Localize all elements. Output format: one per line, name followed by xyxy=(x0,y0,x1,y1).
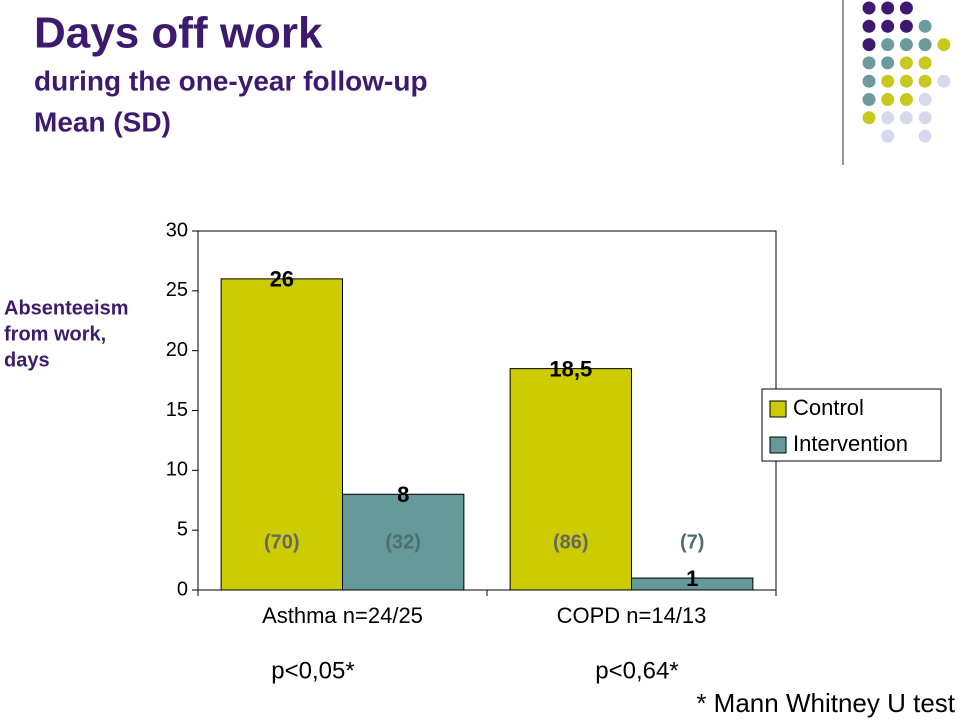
dot xyxy=(899,56,913,70)
sd-label: (32) xyxy=(385,531,421,553)
dot xyxy=(937,74,951,88)
data-label: 26 xyxy=(270,267,294,292)
x-tick-label: Asthma n=24/25 xyxy=(262,603,423,628)
bar xyxy=(509,368,632,591)
dot xyxy=(862,38,876,52)
dot xyxy=(918,38,932,52)
dot xyxy=(918,129,932,143)
dot xyxy=(918,74,932,88)
dot xyxy=(918,19,932,33)
dot xyxy=(881,56,895,70)
dot xyxy=(881,74,895,88)
dot xyxy=(881,1,895,15)
legend-swatch xyxy=(769,400,787,418)
y-tick-label: 25 xyxy=(166,279,188,301)
data-label: 1 xyxy=(686,566,698,591)
subtitle: during the one-year follow-up xyxy=(34,65,428,96)
dot xyxy=(862,1,876,15)
data-label: 8 xyxy=(397,482,409,507)
y-axis-label: days xyxy=(4,349,50,371)
sd-label: (70) xyxy=(264,531,300,553)
dot xyxy=(862,19,876,33)
dot xyxy=(918,56,932,70)
dot xyxy=(881,129,895,143)
decoration xyxy=(842,0,951,165)
dot xyxy=(862,56,876,70)
bar xyxy=(342,493,465,591)
y-tick-label: 20 xyxy=(166,339,188,361)
dot xyxy=(899,38,913,52)
chart-title: Days off work xyxy=(34,9,323,58)
dot xyxy=(881,38,895,52)
bar xyxy=(631,577,754,591)
dot xyxy=(937,38,951,52)
dot xyxy=(899,111,913,125)
dot xyxy=(881,111,895,125)
annotation: p<0,64* xyxy=(595,657,678,684)
y-tick-label: 15 xyxy=(166,399,188,421)
legend-label: Intervention xyxy=(793,431,908,456)
data-label: 18,5 xyxy=(549,356,592,381)
y-tick-label: 0 xyxy=(177,578,188,600)
dot xyxy=(899,19,913,33)
legend-label: Control xyxy=(793,395,864,420)
dot xyxy=(899,93,913,106)
bar xyxy=(220,278,343,591)
dot xyxy=(881,93,895,106)
x-tick-label: COPD n=14/13 xyxy=(557,603,707,628)
subtitle: Mean (SD) xyxy=(34,106,171,137)
dot xyxy=(918,111,932,125)
dot xyxy=(899,1,913,15)
dot xyxy=(918,93,932,106)
legend-box xyxy=(761,388,942,462)
dot xyxy=(862,74,876,88)
dot xyxy=(881,19,895,33)
annotation: p<0,05* xyxy=(271,657,354,684)
y-axis-label: from work, xyxy=(4,323,106,345)
y-tick-label: 5 xyxy=(177,518,188,540)
dot xyxy=(862,93,876,106)
sd-label: (86) xyxy=(553,531,589,553)
annotation: * Mann Whitney U test xyxy=(696,688,955,718)
y-axis-label: Absenteeism xyxy=(4,297,129,319)
dot xyxy=(862,111,876,125)
y-tick-label: 10 xyxy=(166,459,188,481)
legend-swatch xyxy=(769,436,787,454)
dot xyxy=(899,74,913,88)
sd-label: (7) xyxy=(680,531,704,553)
y-tick-label: 30 xyxy=(166,219,188,241)
